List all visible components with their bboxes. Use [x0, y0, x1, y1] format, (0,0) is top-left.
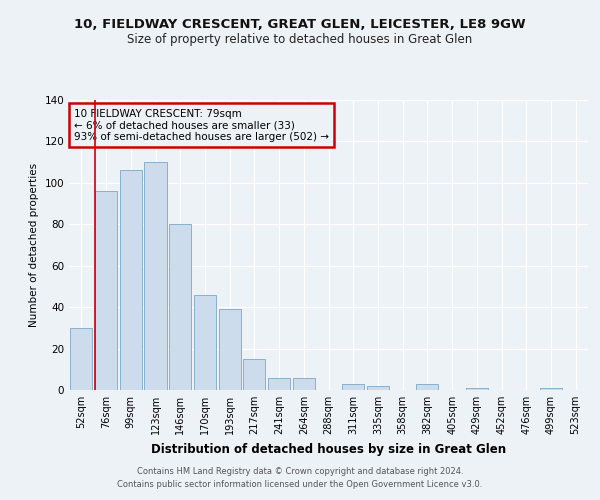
Bar: [367, 386, 389, 390]
Bar: [169, 224, 191, 390]
Bar: [416, 384, 439, 390]
Text: Contains HM Land Registry data © Crown copyright and database right 2024.: Contains HM Land Registry data © Crown c…: [137, 467, 463, 476]
Text: Contains public sector information licensed under the Open Government Licence v3: Contains public sector information licen…: [118, 480, 482, 489]
Bar: [268, 378, 290, 390]
Bar: [145, 162, 167, 390]
Bar: [466, 388, 488, 390]
Bar: [95, 191, 117, 390]
Bar: [342, 384, 364, 390]
X-axis label: Distribution of detached houses by size in Great Glen: Distribution of detached houses by size …: [151, 442, 506, 456]
Text: 10 FIELDWAY CRESCENT: 79sqm
← 6% of detached houses are smaller (33)
93% of semi: 10 FIELDWAY CRESCENT: 79sqm ← 6% of deta…: [74, 108, 329, 142]
Bar: [243, 359, 265, 390]
Y-axis label: Number of detached properties: Number of detached properties: [29, 163, 39, 327]
Text: 10, FIELDWAY CRESCENT, GREAT GLEN, LEICESTER, LE8 9GW: 10, FIELDWAY CRESCENT, GREAT GLEN, LEICE…: [74, 18, 526, 30]
Bar: [540, 388, 562, 390]
Bar: [218, 309, 241, 390]
Bar: [119, 170, 142, 390]
Text: Size of property relative to detached houses in Great Glen: Size of property relative to detached ho…: [127, 32, 473, 46]
Bar: [293, 378, 315, 390]
Bar: [70, 328, 92, 390]
Bar: [194, 294, 216, 390]
